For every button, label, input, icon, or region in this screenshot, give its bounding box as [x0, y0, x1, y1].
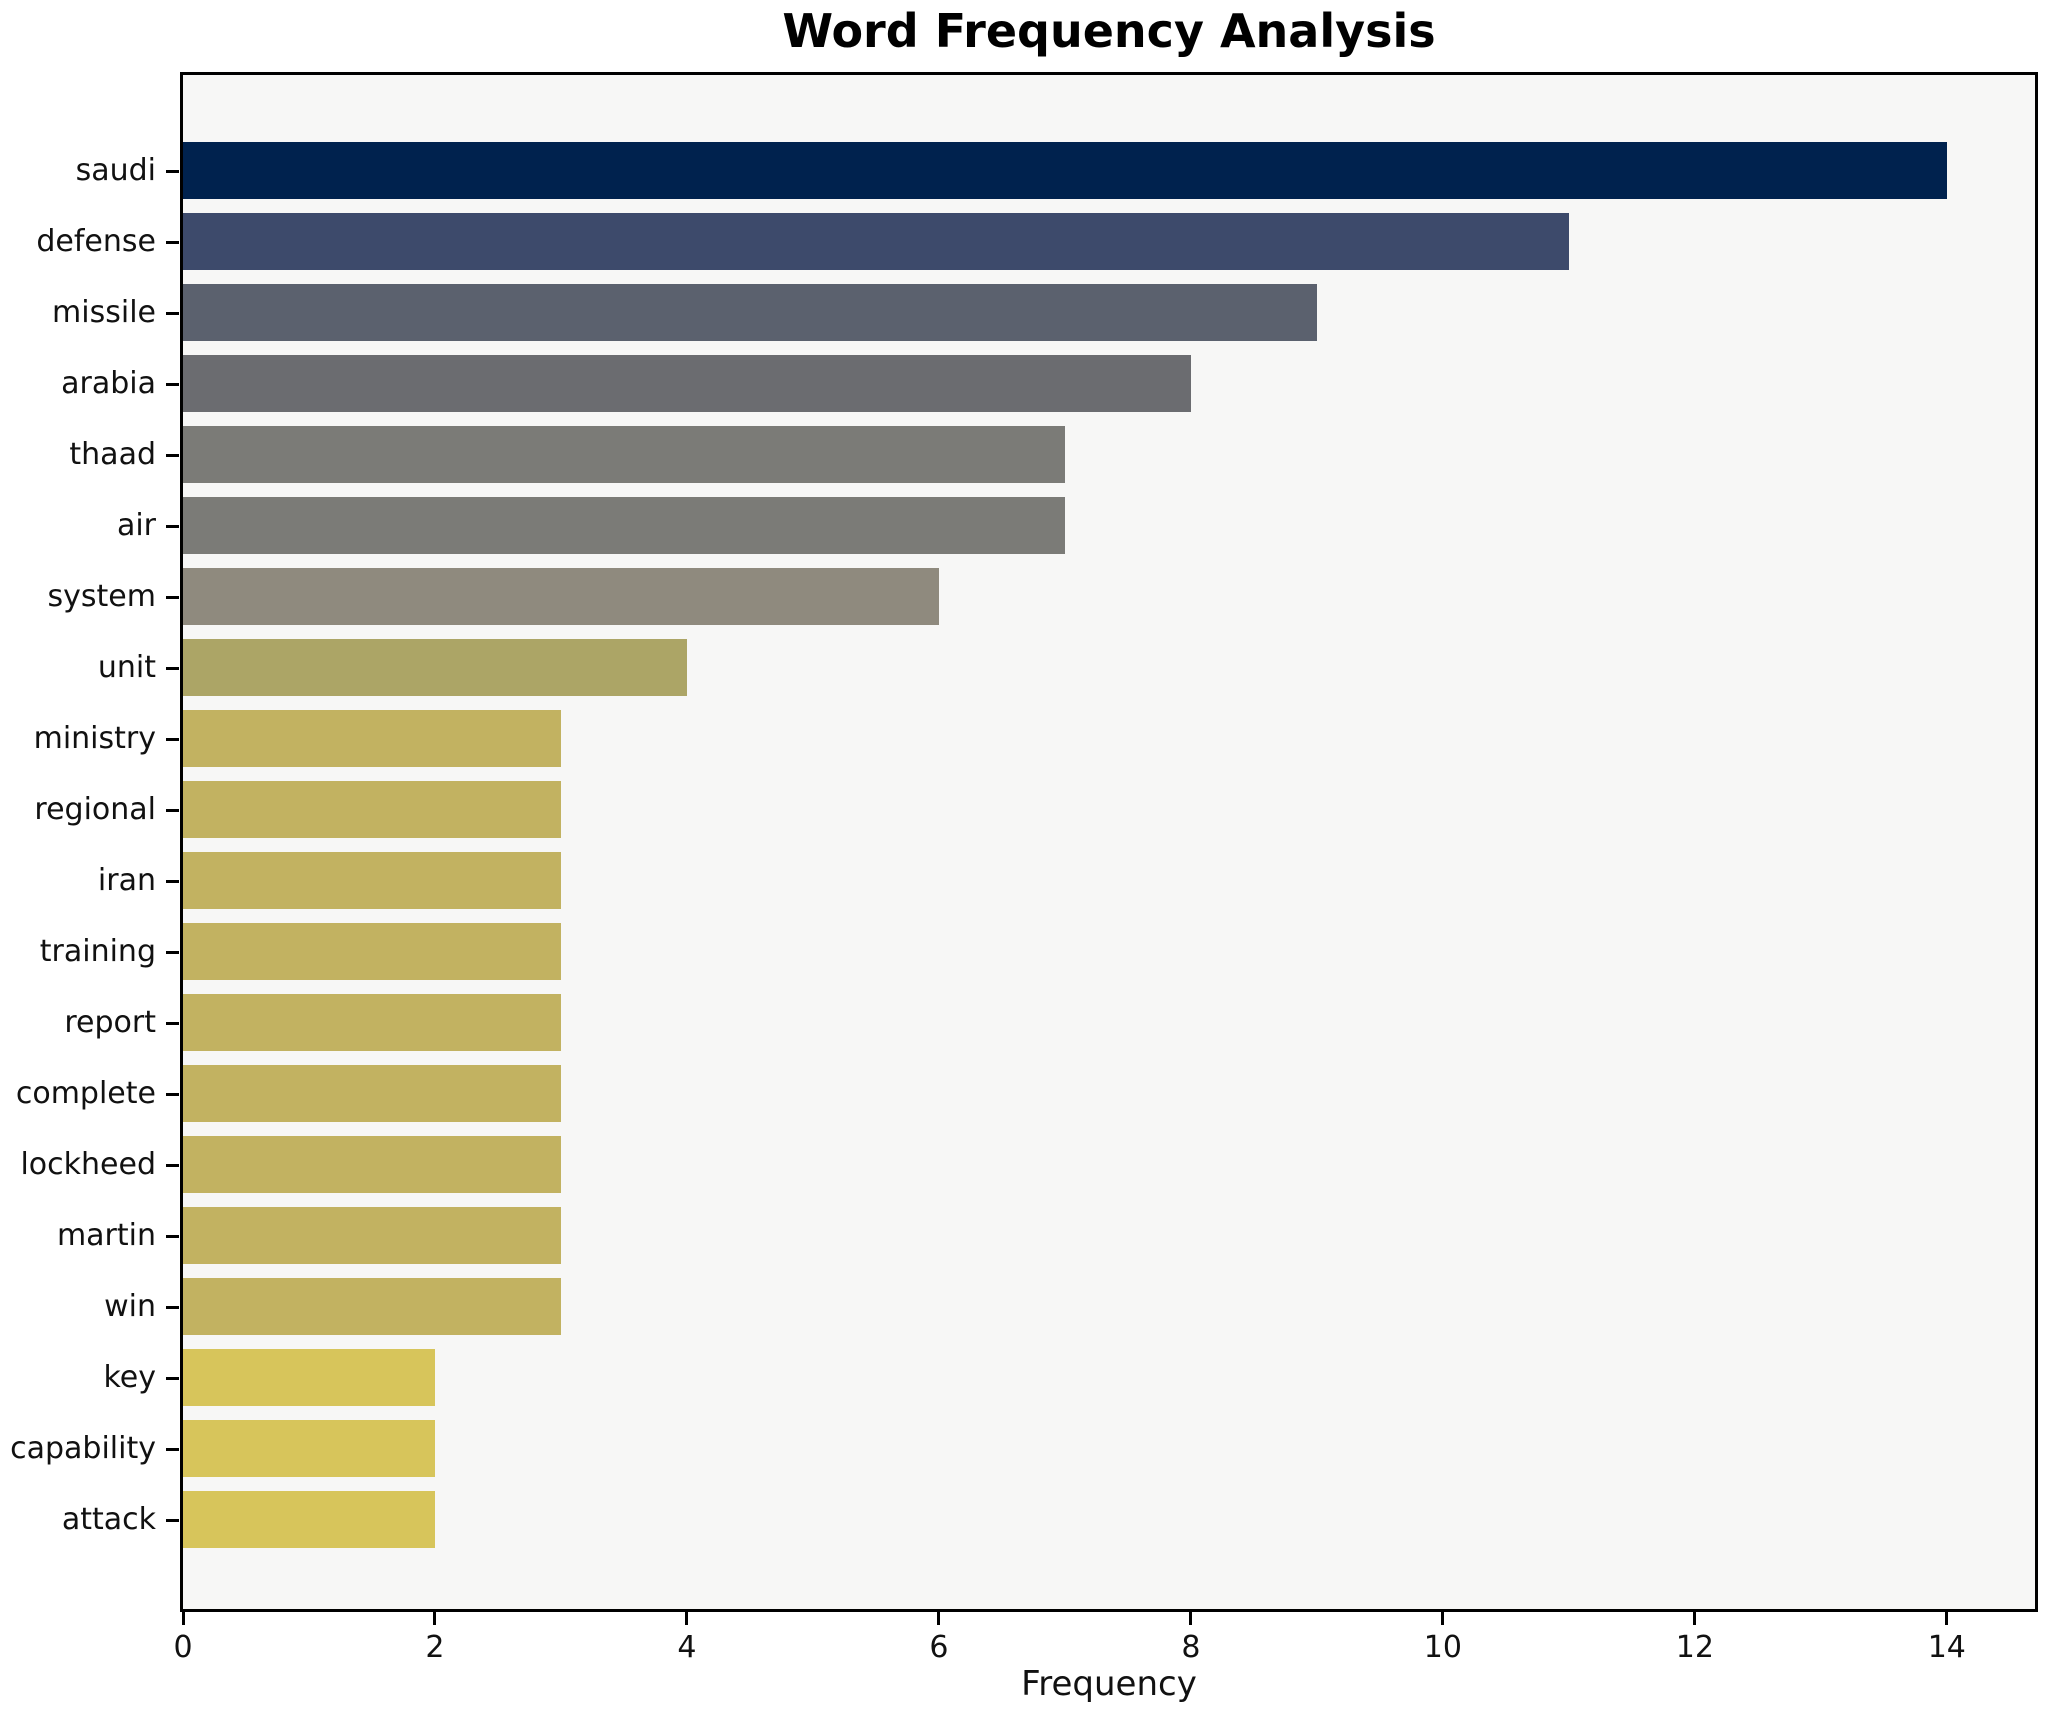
- bar-capability: [183, 1420, 435, 1477]
- x-tick-label-2: 2: [425, 1630, 445, 1665]
- y-tick: [166, 383, 179, 386]
- y-label-regional: regional: [34, 792, 156, 827]
- y-tick: [166, 738, 179, 741]
- x-tick: [1945, 1612, 1949, 1625]
- y-label-air: air: [116, 508, 156, 543]
- bar-attack: [183, 1491, 435, 1548]
- y-tick: [166, 1093, 179, 1096]
- y-tick: [166, 667, 179, 670]
- x-tick: [433, 1612, 437, 1625]
- bar-air: [183, 497, 1065, 554]
- y-tick: [166, 880, 179, 883]
- y-tick: [166, 525, 179, 528]
- y-label-thaad: thaad: [69, 437, 156, 472]
- y-label-training: training: [39, 934, 156, 969]
- x-tick: [1189, 1612, 1193, 1625]
- y-label-lockheed: lockheed: [20, 1147, 156, 1182]
- x-tick: [685, 1612, 689, 1625]
- bar-arabia: [183, 355, 1191, 412]
- bar-saudi: [183, 142, 1947, 199]
- bar-thaad: [183, 426, 1065, 483]
- y-tick: [166, 170, 179, 173]
- y-axis-labels: saudi defense missile arabia thaad air system u…: [0, 75, 156, 1609]
- y-tick: [166, 1377, 179, 1380]
- x-tick-label-8: 8: [1181, 1630, 1201, 1665]
- x-axis-label: Frequency: [1021, 1664, 1197, 1704]
- y-label-martin: martin: [56, 1218, 156, 1253]
- y-tick: [166, 1448, 179, 1451]
- bar-defense: [183, 213, 1569, 270]
- y-tick: [166, 1306, 179, 1309]
- y-label-key: key: [103, 1360, 156, 1395]
- y-tick: [166, 596, 179, 599]
- bar-training: [183, 923, 561, 980]
- bar-win: [183, 1278, 561, 1335]
- y-label-missile: missile: [52, 295, 156, 330]
- y-tick: [166, 1235, 179, 1238]
- y-label-report: report: [64, 1005, 156, 1040]
- bar-martin: [183, 1207, 561, 1264]
- y-label-arabia: arabia: [61, 366, 156, 401]
- y-tick: [166, 951, 179, 954]
- bar-lockheed: [183, 1136, 561, 1193]
- y-tick: [166, 809, 179, 812]
- y-tick: [166, 1519, 179, 1522]
- y-label-win: win: [104, 1289, 156, 1324]
- bar-missile: [183, 284, 1317, 341]
- bar-system: [183, 568, 939, 625]
- bar-complete: [183, 1065, 561, 1122]
- y-tick: [166, 241, 179, 244]
- x-tick-label-4: 4: [677, 1630, 697, 1665]
- x-tick-label-6: 6: [929, 1630, 949, 1665]
- x-tick-label-14: 14: [1927, 1630, 1966, 1665]
- y-tick: [166, 1164, 179, 1167]
- x-tick: [937, 1612, 941, 1625]
- y-label-ministry: ministry: [33, 721, 156, 756]
- y-label-saudi: saudi: [75, 153, 156, 188]
- x-tick-label-10: 10: [1423, 1630, 1462, 1665]
- bar-unit: [183, 639, 687, 696]
- y-axis-ticks: [164, 75, 180, 1609]
- plot-area: [180, 72, 2038, 1612]
- bar-report: [183, 994, 561, 1051]
- x-tick: [1693, 1612, 1697, 1625]
- bar-iran: [183, 852, 561, 909]
- x-tick: [1441, 1612, 1445, 1625]
- x-tick: [181, 1612, 185, 1625]
- y-tick: [166, 454, 179, 457]
- y-label-unit: unit: [97, 650, 156, 685]
- y-label-attack: attack: [61, 1502, 156, 1537]
- x-axis: 0 2 4 6 8 10 12 14: [173, 1612, 2035, 1672]
- y-label-defense: defense: [36, 224, 156, 259]
- y-label-system: system: [47, 579, 156, 614]
- y-label-complete: complete: [15, 1076, 156, 1111]
- bar-key: [183, 1349, 435, 1406]
- chart-title: Word Frequency Analysis: [782, 4, 1436, 58]
- y-label-iran: iran: [97, 863, 156, 898]
- x-tick-label-0: 0: [173, 1630, 193, 1665]
- y-tick: [166, 312, 179, 315]
- x-tick-label-12: 12: [1675, 1630, 1714, 1665]
- bar-ministry: [183, 710, 561, 767]
- y-label-capability: capability: [10, 1431, 156, 1466]
- y-tick: [166, 1022, 179, 1025]
- bar-regional: [183, 781, 561, 838]
